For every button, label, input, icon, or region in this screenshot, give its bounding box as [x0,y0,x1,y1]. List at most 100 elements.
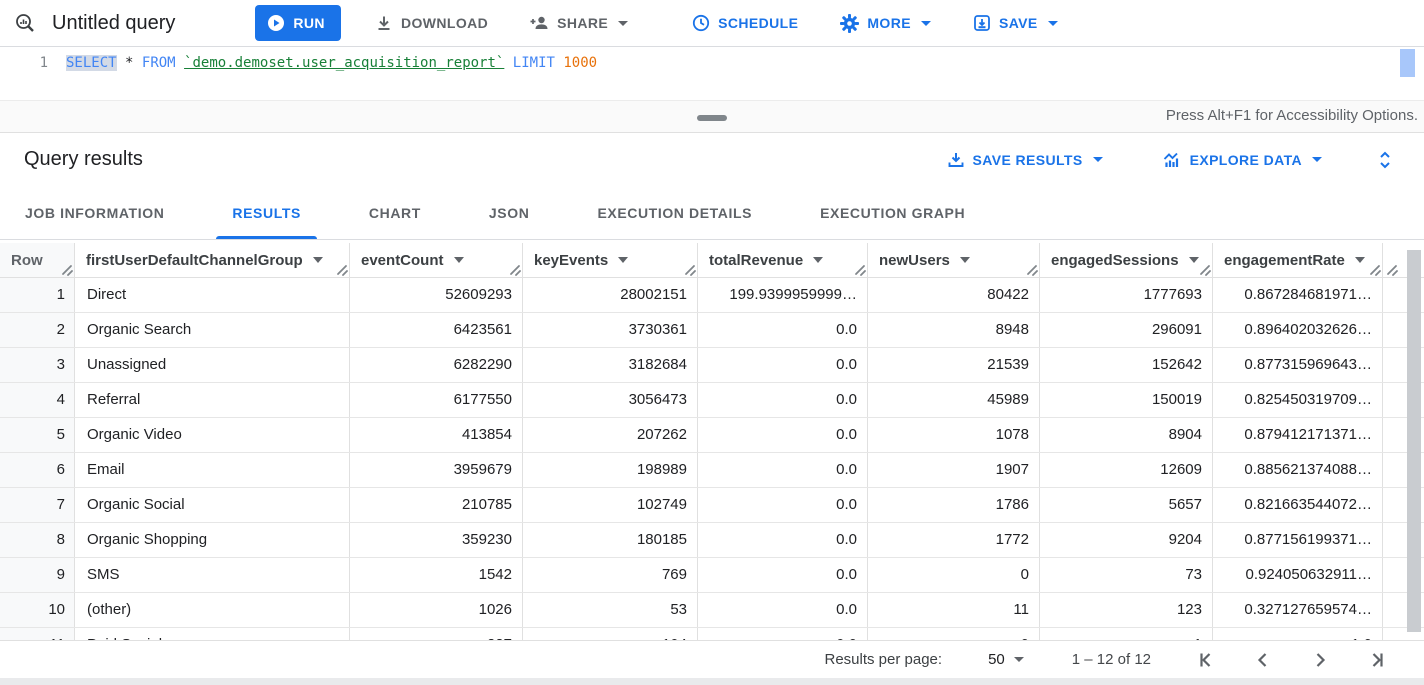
table-row: 10 (other) 1026 53 0.0 11 123 0.327127659574… [0,593,1424,628]
table-cell: 1078 [868,418,1040,452]
column-header-engagementRate[interactable]: engagementRate [1213,243,1383,277]
column-header-newUsers[interactable]: newUsers [868,243,1040,277]
more-button[interactable]: MORE [832,5,939,41]
horizontal-scrollbar-track[interactable] [0,678,1424,685]
row-number-cell: 9 [0,558,75,592]
table-cell: 0 [868,558,1040,592]
column-resize-handle-icon[interactable] [336,264,348,276]
table-edge-resize-handle-icon[interactable] [1386,264,1398,276]
first-page-icon [1195,649,1217,671]
previous-page-button[interactable] [1250,647,1276,673]
table-cell: Organic Shopping [75,523,350,557]
download-button[interactable]: DOWNLOAD [367,5,496,41]
column-resize-handle-icon[interactable] [1026,264,1038,276]
table-cell: 0.0 [698,628,868,640]
sql-code-line[interactable]: SELECT * FROM `demo.demoset.user_acquisi… [66,55,597,71]
first-page-button[interactable] [1193,647,1219,673]
column-resize-handle-icon[interactable] [61,264,73,276]
column-label: totalRevenue [709,251,804,269]
column-header-engagedSessions[interactable]: engagedSessions [1040,243,1213,277]
row-number-cell: 7 [0,488,75,522]
table-cell: 0.877156199371… [1213,523,1383,557]
table-cell: Organic Video [75,418,350,452]
table-cell: 0.0 [698,523,868,557]
table-cell: 359230 [350,523,523,557]
table-scrollbar-thumb[interactable] [1407,250,1421,632]
table-row: 3 Unassigned 6282290 3182684 0.0 21539 152642 0… [0,348,1424,383]
column-resize-handle-icon[interactable] [1199,264,1211,276]
explore-data-button[interactable]: EXPLORE DATA [1155,142,1330,178]
schedule-button[interactable]: SCHEDULE [684,5,806,41]
tab-chart[interactable]: CHART [353,186,437,239]
table-cell: Direct [75,278,350,312]
column-resize-handle-icon[interactable] [1369,264,1381,276]
table-cell: 210785 [350,488,523,522]
column-resize-handle-icon[interactable] [509,264,521,276]
table-cell: 0.821663544072… [1213,488,1383,522]
share-button[interactable]: SHARE [522,5,636,41]
sort-caret-icon[interactable] [312,257,323,263]
table-cell: 6423561 [350,313,523,347]
table-cell: 769 [523,558,698,592]
table-cell: 1026 [350,593,523,627]
table-cell: 80422 [868,278,1040,312]
sort-caret-icon[interactable] [453,257,464,263]
chevron-down-icon [1013,657,1024,662]
row-number-cell: 2 [0,313,75,347]
query-magnifier-icon [14,12,36,34]
chevron-down-icon [920,20,931,26]
download-icon [375,14,393,32]
column-header-eventCount[interactable]: eventCount [350,243,523,277]
sort-caret-icon[interactable] [1188,257,1199,263]
sort-caret-icon[interactable] [618,257,629,263]
column-header-keyEvents[interactable]: keyEvents [523,243,698,277]
column-header-totalRevenue[interactable]: totalRevenue [698,243,868,277]
column-header-firstUserDefaultChannelGroup[interactable]: firstUserDefaultChannelGroup [75,243,350,277]
column-resize-handle-icon[interactable] [684,264,696,276]
sql-token [176,55,184,71]
table-cell: 198989 [523,453,698,487]
sql-table-reference[interactable]: `demo.demoset.user_acquisition_report` [184,55,505,71]
table-cell: 227 [350,628,523,640]
last-page-button[interactable] [1364,647,1390,673]
table-row: 8 Organic Shopping 359230 180185 0.0 1772 9204… [0,523,1424,558]
tab-results[interactable]: RESULTS [216,186,317,239]
tab-execution-details[interactable]: EXECUTION DETAILS [581,186,768,239]
panel-resize-handle[interactable] [697,115,727,121]
pagination-bar: Results per page: 50 1 – 12 of 12 [0,640,1424,678]
table-cell: 0.877315969643… [1213,348,1383,382]
run-button[interactable]: RUN [255,5,341,41]
sort-caret-icon[interactable] [813,257,824,263]
next-page-button[interactable] [1307,647,1333,673]
table-cell: 21539 [868,348,1040,382]
previous-page-icon [1252,649,1274,671]
editor-scrollbar-thumb[interactable] [1400,49,1415,77]
sql-editor[interactable]: 1 SELECT * FROM `demo.demoset.user_acqui… [0,47,1424,100]
column-header-Row[interactable]: Row [0,243,75,277]
table-cell: 296091 [1040,313,1213,347]
expand-collapse-panel-button[interactable] [1374,148,1396,172]
sql-token [117,55,125,71]
tab-json[interactable]: JSON [473,186,546,239]
column-resize-handle-icon[interactable] [854,264,866,276]
table-cell: 0.0 [698,418,868,452]
tab-execution-graph[interactable]: EXECUTION GRAPH [804,186,981,239]
table-cell: 0.825450319709… [1213,383,1383,417]
table-cell: 207262 [523,418,698,452]
sql-token [133,55,141,71]
sort-caret-icon[interactable] [959,257,970,263]
column-label: newUsers [879,251,950,269]
sql-token: LIMIT [512,55,555,71]
table-cell: 0.924050632911… [1213,558,1383,592]
save-button[interactable]: SAVE [965,5,1066,41]
sort-caret-icon[interactable] [1354,257,1365,263]
table-row: 5 Organic Video 413854 207262 0.0 1078 8904 0.8… [0,418,1424,453]
tab-job-information[interactable]: JOB INFORMATION [9,186,180,239]
explore-chart-icon [1163,151,1182,169]
table-cell: 0.0 [698,558,868,592]
page-size-select[interactable]: 50 [988,651,1024,668]
table-cell: 104 [523,628,698,640]
save-results-button[interactable]: SAVE RESULTS [939,142,1111,178]
table-cell: 413854 [350,418,523,452]
sql-token: SELECT [66,55,117,71]
